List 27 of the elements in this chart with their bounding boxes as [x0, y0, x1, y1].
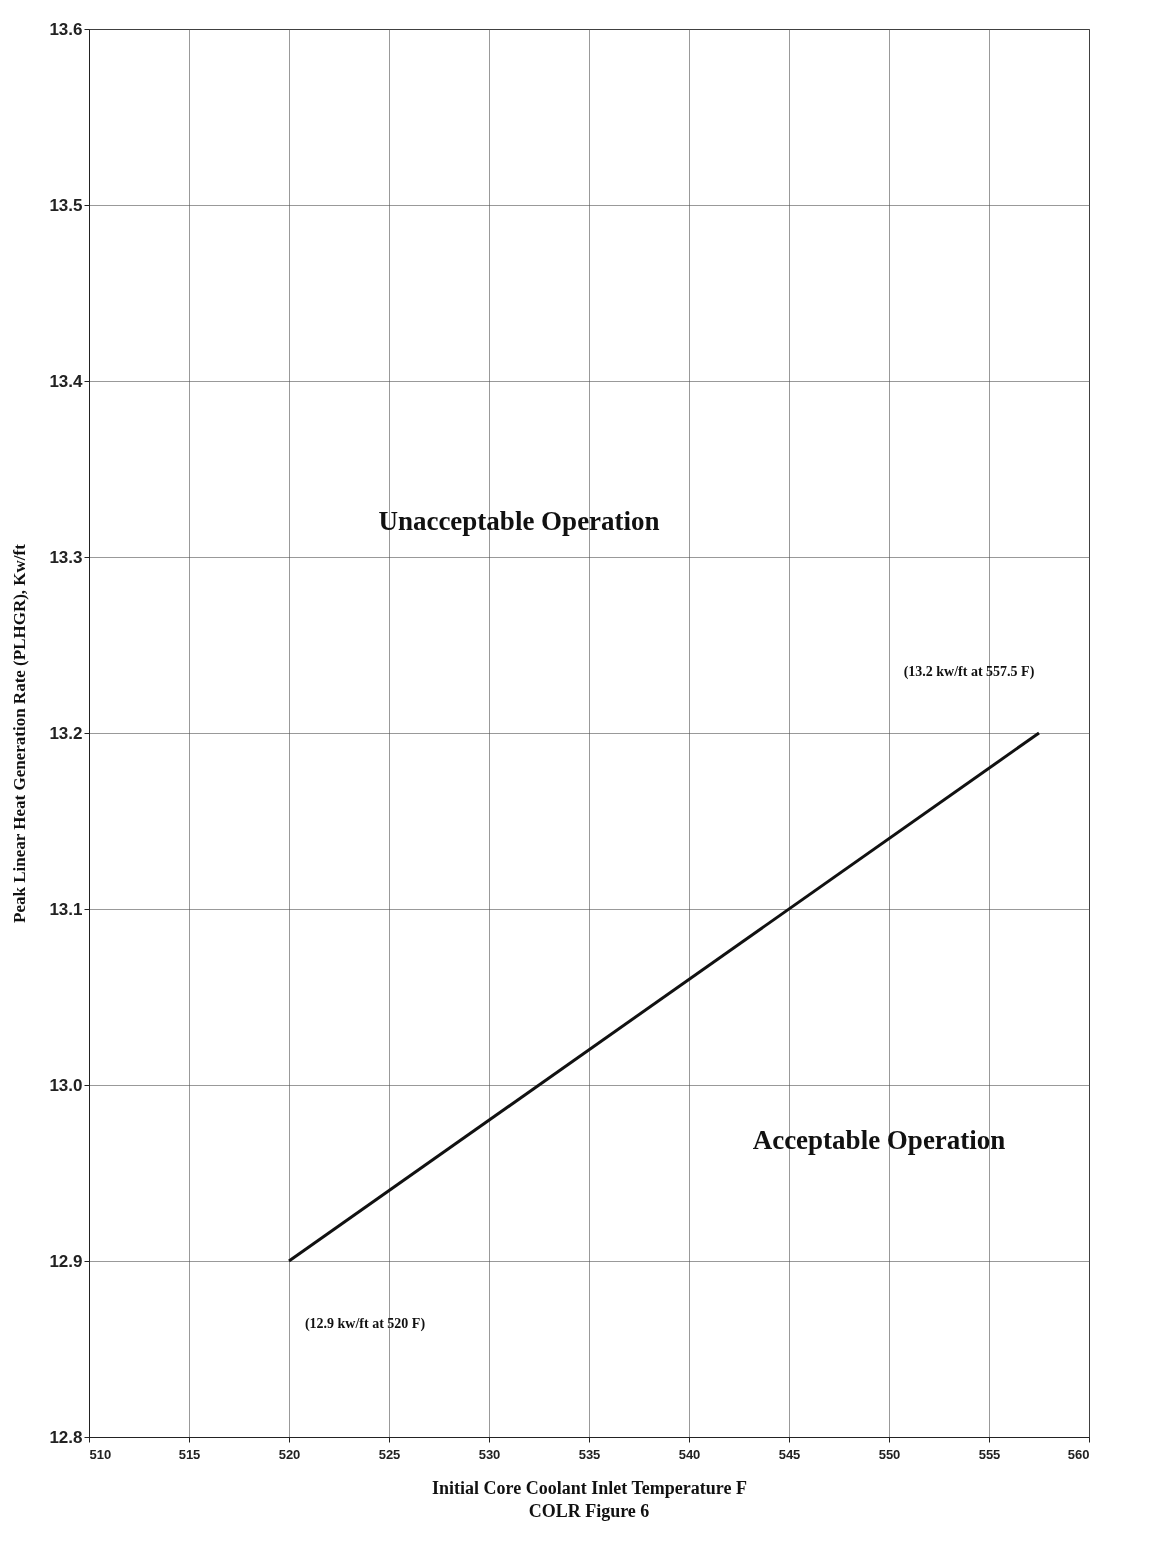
x-tick-label: 525: [378, 1446, 401, 1462]
y-tick-label: 13.2: [49, 723, 83, 743]
y-tick-label: 13.1: [49, 899, 83, 919]
y-tick-label: 13.0: [49, 1075, 83, 1095]
y-tick-label: 13.6: [49, 19, 83, 39]
y-tick-label: 13.3: [49, 547, 83, 567]
x-tick-label: 535: [578, 1446, 601, 1462]
x-tick-label: 520: [278, 1446, 301, 1462]
annotation: (13.2 kw/ft at 557.5 F): [903, 664, 1035, 681]
y-tick-label: 12.8: [49, 1427, 83, 1447]
x-tick-label: 515: [178, 1446, 201, 1462]
x-tick-label: 545: [778, 1446, 801, 1462]
annotation: (12.9 kw/ft at 520 F): [304, 1316, 426, 1333]
annotation: Acceptable Operation: [752, 1125, 1006, 1156]
x-tick-label: 555: [978, 1446, 1001, 1462]
annotation: Unacceptable Operation: [378, 505, 660, 536]
x-tick-label: 530: [478, 1446, 501, 1462]
y-tick-label: 13.4: [49, 371, 84, 391]
y-axis-title: Peak Linear Heat Generation Rate (PLHGR), Kw/ft: [10, 543, 30, 923]
x-tick-label: 560: [1067, 1446, 1090, 1462]
x-tick-label: 540: [678, 1446, 701, 1462]
x-tick-label: 550: [878, 1446, 901, 1462]
x-tick-label: 510: [89, 1446, 112, 1462]
y-tick-label: 12.9: [49, 1251, 83, 1271]
text: COLR Figure 6: [528, 1501, 650, 1521]
x-axis-title: Initial Core Coolant Inlet Temperature F: [432, 1477, 747, 1498]
y-tick-label: 13.5: [49, 195, 83, 215]
